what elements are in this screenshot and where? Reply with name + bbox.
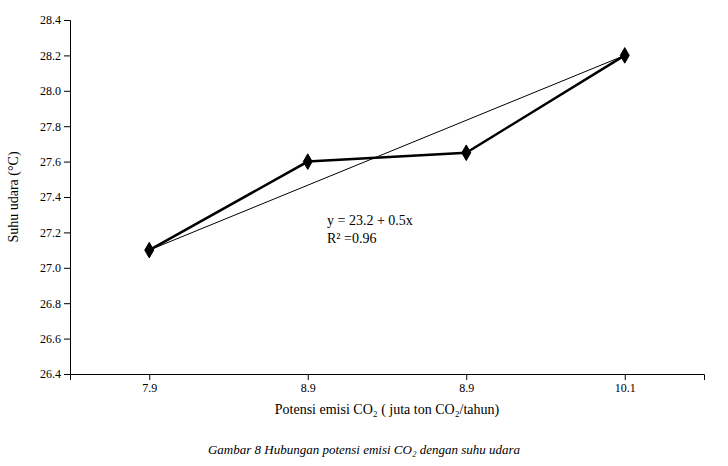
marks — [145, 48, 629, 258]
annotation: y = 23.2 + 0.5x R² =0.96 — [327, 213, 413, 246]
x-tick: 7.9 — [142, 374, 157, 395]
regression-line — [149, 55, 625, 250]
y-tick-label: 28.4 — [40, 13, 61, 27]
x-tick-label: 8.9 — [301, 381, 316, 395]
x-axis-title: Potensi emisi CO₂ ( juta ton CO₂/tahun) — [275, 402, 500, 418]
y-tick: 28.0 — [40, 84, 70, 98]
y-tick-mark — [64, 162, 70, 163]
y-tick-label: 28.0 — [40, 84, 61, 98]
annotation-text: R² =0.96 — [327, 231, 376, 246]
y-tick-label: 26.8 — [40, 297, 61, 311]
data-marker — [303, 154, 312, 170]
y-tick-mark — [64, 91, 70, 92]
y-tick: 28.4 — [40, 13, 70, 27]
x-tick-label: 10.1 — [615, 381, 636, 395]
y-tick-label: 26.4 — [40, 367, 61, 381]
y-tick: 27.2 — [40, 226, 70, 240]
chart: 7.9 8.9 8.9 10.1 26.4 26.6 26.8 27.0 27.2 27.4 27.… — [0, 0, 728, 466]
y-tick-mark — [64, 303, 70, 304]
y-tick-mark — [64, 268, 70, 269]
x-tick-mark — [625, 374, 626, 380]
data-marker — [620, 48, 629, 64]
x-tick: 8.9 — [459, 374, 474, 395]
data-marker — [145, 242, 154, 258]
x-tick-label: 8.9 — [459, 381, 474, 395]
data-marker — [462, 145, 471, 161]
y-tick-label: 27.8 — [40, 120, 61, 134]
plot: 7.9 8.9 8.9 10.1 26.4 26.6 26.8 27.0 27.2 27.4 27.… — [40, 13, 705, 394]
y-axis-line — [64, 21, 71, 375]
y-tick-mark — [64, 339, 70, 340]
y-tick: 26.8 — [40, 297, 70, 311]
y-tick-mark — [64, 197, 70, 198]
y-tick-label: 27.4 — [40, 190, 61, 204]
y-tick: 27.4 — [40, 190, 70, 204]
y-axis: 26.4 26.6 26.8 27.0 27.2 27.4 27.6 27.8 28.0 28.2… — [40, 13, 71, 381]
y-tick: 27.0 — [40, 261, 70, 275]
y-tick: 26.4 — [40, 367, 70, 381]
x-tick-mark — [466, 374, 467, 380]
x-tick: 8.9 — [301, 374, 316, 395]
x-tick-mark — [308, 374, 309, 380]
y-tick-mark — [64, 20, 70, 21]
x-axis: 7.9 8.9 8.9 10.1 — [71, 374, 705, 395]
y-tick: 27.6 — [40, 155, 70, 169]
y-tick-label: 26.6 — [40, 332, 61, 346]
y-tick: 27.8 — [40, 120, 70, 134]
y-tick-mark — [64, 126, 70, 127]
y-tick: 28.2 — [40, 49, 70, 63]
caption: Gambar 8 Hubungan potensi emisi CO₂ deng… — [208, 442, 521, 457]
y-tick-label: 28.2 — [40, 49, 61, 63]
y-tick-mark — [64, 55, 70, 56]
annotation-text: y = 23.2 + 0.5x — [327, 213, 413, 228]
y-tick: 26.6 — [40, 332, 70, 346]
y-tick-label: 27.6 — [40, 155, 61, 169]
data-line — [149, 55, 625, 250]
y-tick-label: 27.2 — [40, 226, 61, 240]
y-axis-title: Suhu udara (°C) — [6, 151, 22, 242]
x-axis-line — [71, 375, 705, 381]
x-tick: 10.1 — [615, 374, 636, 395]
x-tick-mark — [149, 374, 150, 380]
y-tick-mark — [64, 374, 70, 375]
x-tick-label: 7.9 — [142, 381, 157, 395]
y-tick-label: 27.0 — [40, 261, 61, 275]
y-tick-mark — [64, 232, 70, 233]
